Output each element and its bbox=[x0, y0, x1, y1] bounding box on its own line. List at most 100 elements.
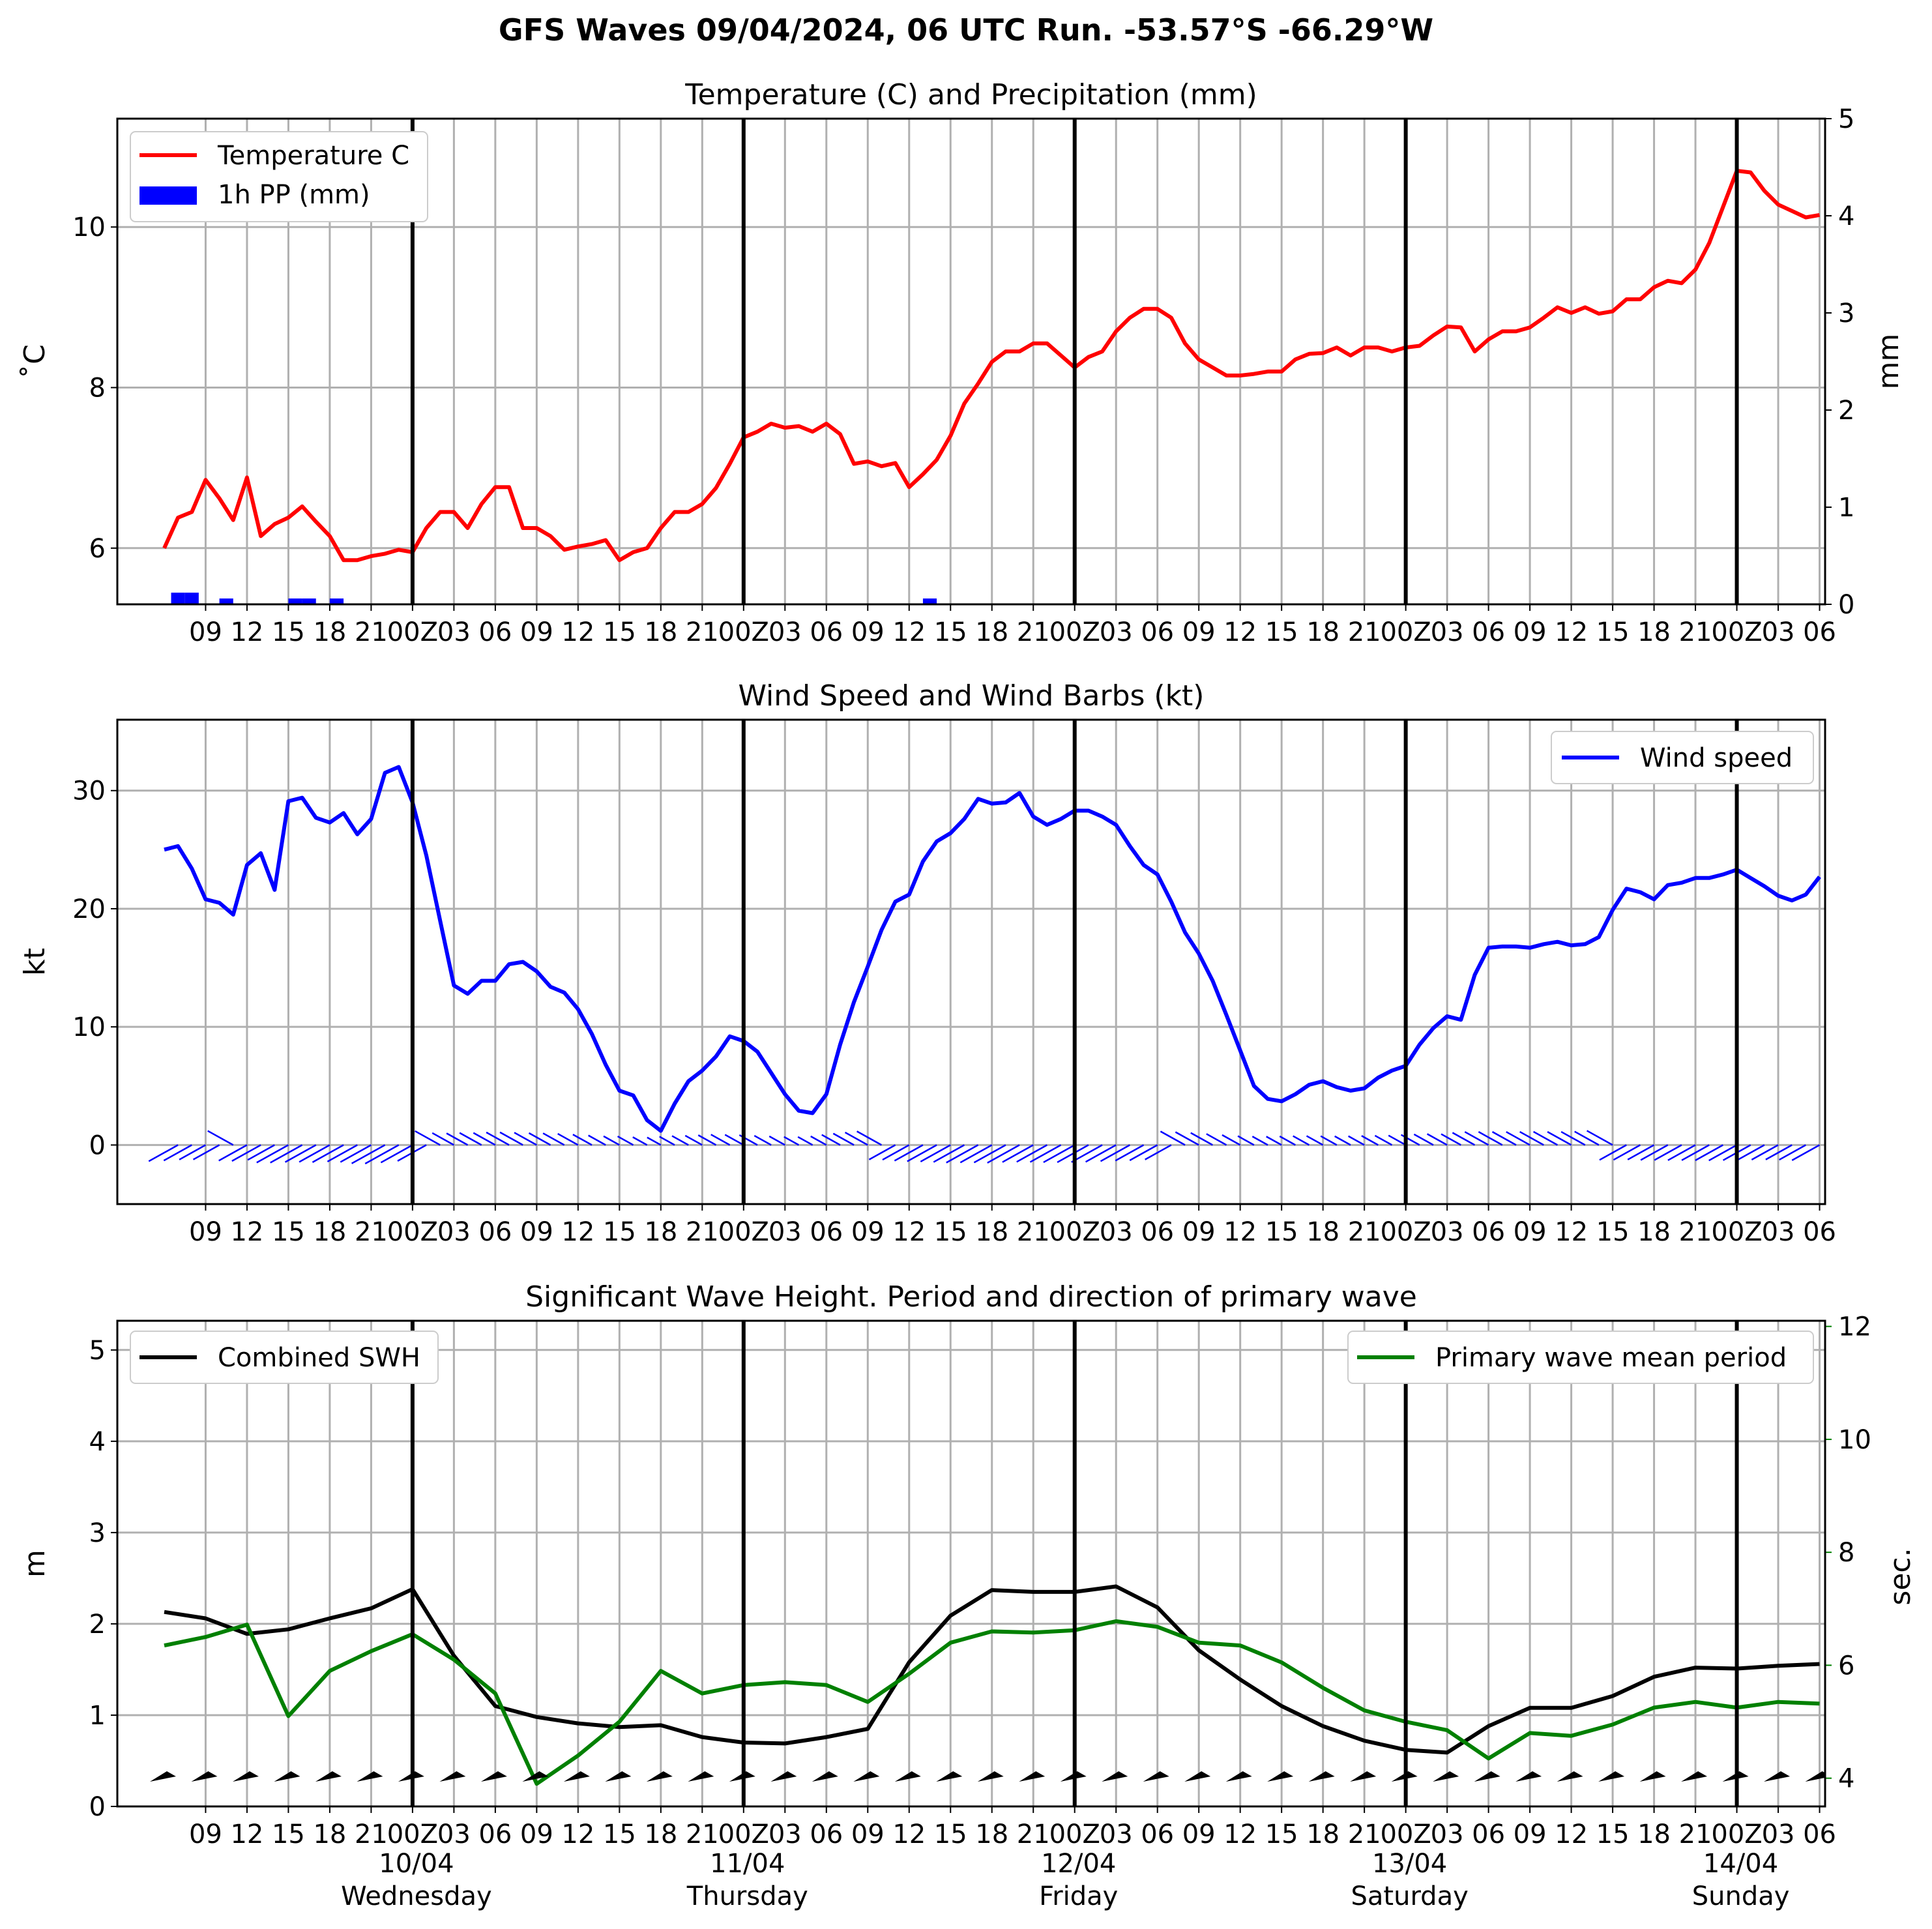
x-tick-label: 09 bbox=[1514, 617, 1547, 647]
wind-barb bbox=[920, 1144, 951, 1163]
wave-direction-arrow bbox=[1308, 1771, 1335, 1782]
wind-barb bbox=[856, 1130, 883, 1146]
wind-barb bbox=[783, 1136, 800, 1146]
x-tick-label: 21 bbox=[686, 617, 719, 647]
wind-barb bbox=[1222, 1134, 1241, 1146]
legend-label: Combined SWH bbox=[218, 1343, 420, 1373]
wave-direction-arrow bbox=[812, 1771, 838, 1782]
x-tick-label: 03 bbox=[1100, 1217, 1133, 1247]
wind-barb bbox=[1266, 1136, 1282, 1146]
x-tick-label: 15 bbox=[603, 1217, 636, 1247]
x-tick-label: 09 bbox=[851, 1217, 885, 1247]
x-tick-label: 18 bbox=[975, 1217, 1008, 1247]
x-tick-label: 09 bbox=[189, 1217, 222, 1247]
wind-barb bbox=[572, 1134, 593, 1146]
x-tick-label: 06 bbox=[1472, 617, 1505, 647]
legend-box bbox=[130, 1331, 439, 1384]
x-tick-label: 21 bbox=[355, 1217, 388, 1247]
x-tick-label: 09 bbox=[851, 1819, 885, 1849]
legend-box bbox=[1347, 1331, 1814, 1384]
wind-barb bbox=[946, 1144, 979, 1164]
x-tick-label: 21 bbox=[355, 1819, 388, 1849]
wind-barb bbox=[270, 1144, 303, 1164]
wind-barb bbox=[1560, 1130, 1586, 1146]
wave-direction-arrow bbox=[563, 1771, 590, 1782]
x-tick-label: 12 bbox=[561, 1819, 594, 1849]
wind-barb bbox=[1778, 1144, 1806, 1161]
wind-barb bbox=[1237, 1135, 1255, 1146]
wind-barb bbox=[810, 1135, 827, 1146]
y-right-tick-label: 1 bbox=[1838, 493, 1854, 523]
x-tick-label: 21 bbox=[1679, 1819, 1712, 1849]
wind-barb bbox=[844, 1131, 868, 1146]
legend-label: Primary wave mean period bbox=[1435, 1343, 1787, 1373]
panel-3: Significant Wave Height. Period and dire… bbox=[18, 1280, 1917, 1911]
wave-direction-arrow bbox=[1805, 1771, 1825, 1782]
x-tick-label: 18 bbox=[1637, 617, 1671, 647]
precip-bar bbox=[171, 593, 185, 604]
day-name-label: Friday bbox=[1039, 1881, 1118, 1911]
y-tick-label: 5 bbox=[89, 1336, 106, 1366]
x-tick-label: 12 bbox=[230, 617, 263, 647]
x-tick-label: 15 bbox=[1596, 1819, 1630, 1849]
wind-barb bbox=[1654, 1144, 1682, 1161]
x-tick-label: 09 bbox=[1182, 1217, 1216, 1247]
y-grid: 0 10 20 30 bbox=[72, 776, 1825, 1160]
wind-barb bbox=[647, 1136, 662, 1146]
y-tick-label: 3 bbox=[89, 1518, 106, 1548]
wind-barb bbox=[1388, 1134, 1407, 1146]
wind-barb bbox=[1736, 1144, 1765, 1161]
wave-direction-arrow bbox=[1184, 1771, 1211, 1782]
x-tick-label: 21 bbox=[1348, 1217, 1381, 1247]
precip-bar bbox=[219, 598, 233, 604]
x-tick-label: 18 bbox=[644, 1819, 677, 1849]
x-tick-label: 21 bbox=[1348, 617, 1381, 647]
x-tick-label: 00Z bbox=[1380, 1217, 1431, 1247]
wind-barb bbox=[684, 1134, 703, 1146]
wind-barb bbox=[499, 1131, 523, 1146]
wind-barb bbox=[1681, 1144, 1710, 1161]
wind-barb bbox=[1491, 1131, 1517, 1146]
y-right-axis-label: mm bbox=[1872, 334, 1905, 390]
x-tick-label: 03 bbox=[1762, 1217, 1795, 1247]
y-right-tick-label: 12 bbox=[1838, 1312, 1871, 1342]
wind-barb bbox=[797, 1136, 813, 1146]
wave-direction-arrow bbox=[1102, 1771, 1128, 1782]
x-tick-label: 09 bbox=[520, 1217, 553, 1247]
wave-direction-arrow bbox=[1267, 1771, 1294, 1782]
wind-barb bbox=[207, 1130, 234, 1146]
x-tick-label: 18 bbox=[1637, 1217, 1671, 1247]
x-tick-label: 03 bbox=[768, 1819, 802, 1849]
x-tick-label: 21 bbox=[686, 1217, 719, 1247]
x-tick-label: 18 bbox=[644, 1217, 677, 1247]
wind-barb bbox=[486, 1131, 510, 1146]
wind-barb bbox=[514, 1132, 537, 1146]
x-tick-label: 03 bbox=[768, 617, 802, 647]
wind-barb bbox=[1599, 1144, 1627, 1161]
x-tick-label: 00Z bbox=[387, 1217, 438, 1247]
wave-direction-arrow bbox=[439, 1771, 466, 1782]
panel-2: Wind Speed and Wind Barbs (kt)09 12 15 18 21… bbox=[18, 679, 1836, 1247]
y-tick-label: 0 bbox=[89, 1792, 106, 1822]
axes-frame bbox=[116, 117, 1826, 606]
midnight-lines bbox=[410, 1321, 1739, 1806]
x-tick-label: 00Z bbox=[1711, 1217, 1762, 1247]
wind-barb bbox=[1506, 1131, 1530, 1146]
x-tick-label: 21 bbox=[1017, 1819, 1050, 1849]
wind-barb bbox=[1160, 1130, 1186, 1146]
day-date-label: 12/04 bbox=[1041, 1849, 1116, 1879]
x-tick-label: 12 bbox=[230, 1819, 263, 1849]
x-tick-label: 12 bbox=[1555, 1217, 1588, 1247]
precip-bar bbox=[329, 598, 344, 604]
legend-swatch-precip bbox=[139, 186, 197, 205]
wind-barb bbox=[327, 1144, 358, 1162]
x-tick-label: 15 bbox=[1265, 1819, 1298, 1849]
x-tick-label: 21 bbox=[355, 617, 388, 647]
x-tick-label: 00Z bbox=[718, 617, 769, 647]
wind-barb bbox=[380, 1144, 413, 1164]
x-tick-label: 15 bbox=[603, 617, 636, 647]
x-tick-label: 18 bbox=[1637, 1819, 1671, 1849]
y-right-tick-label: 8 bbox=[1838, 1538, 1854, 1568]
wind-barb bbox=[1574, 1130, 1600, 1146]
wind-barb bbox=[1320, 1135, 1338, 1146]
